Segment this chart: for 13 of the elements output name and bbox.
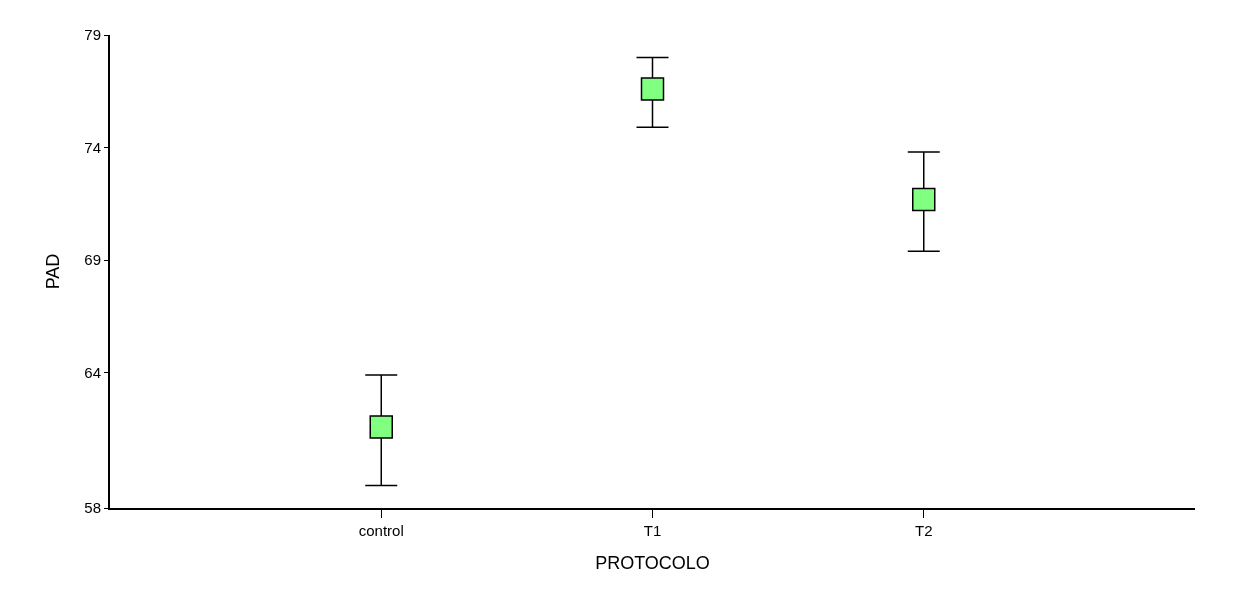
y-tick-label: 74 [84, 138, 101, 156]
y-tick-label: 58 [84, 499, 101, 517]
x-axis-title: PROTOCOLO [595, 552, 710, 573]
y-tick-label: 64 [84, 364, 101, 382]
y-tick-label: 69 [84, 251, 101, 269]
x-tick-label: T2 [914, 522, 933, 539]
y-tick-label: 79 [84, 26, 101, 44]
x-tick-label: control [358, 522, 404, 539]
point [912, 187, 936, 212]
y-axis-title: PAD [43, 253, 64, 290]
point [369, 415, 393, 439]
x-tick-label: T1 [643, 522, 662, 539]
point [640, 77, 665, 101]
